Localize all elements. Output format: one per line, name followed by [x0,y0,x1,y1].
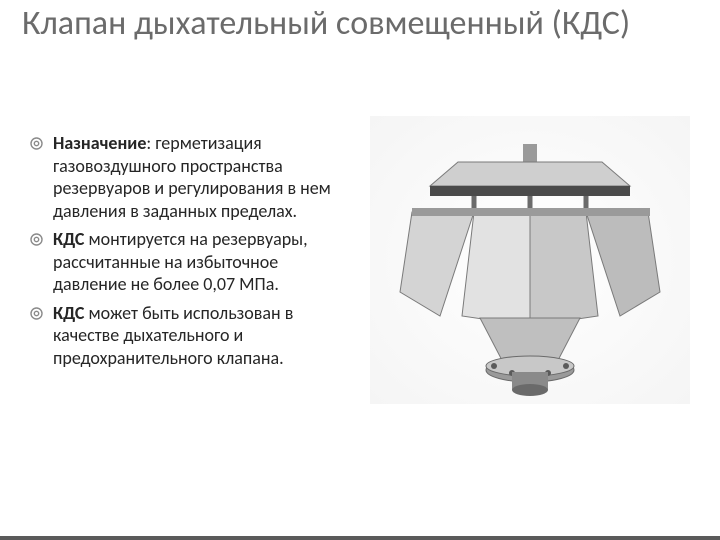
slide-title: Клапан дыхательный совмещенный (КДС) [22,4,662,44]
list-item: КДС может быть использован в качестве ды… [30,302,340,370]
slide: Клапан дыхательный совмещенный (КДС) Наз… [0,0,720,540]
bottom-rule [0,536,720,540]
bullet-ring-icon [30,137,43,150]
bullet-ring-icon [30,307,43,320]
list-item-bold: КДС [53,302,84,324]
list-item: КДС монтируется на резервуары, рассчитан… [30,228,340,296]
list-item: Назначение: герметизация газовоздушного … [30,132,340,222]
list-item-text: Назначение: герметизация газовоздушного … [53,132,340,222]
bullet-ring-icon [30,233,43,246]
list-item-bold: Назначение [53,132,146,154]
list-item-text: КДС монтируется на резервуары, рассчитан… [53,228,340,296]
bullet-list: Назначение: герметизация газовоздушного … [30,132,340,375]
valve-figure [370,116,690,404]
list-item-text: КДС может быть использован в качестве ды… [53,302,340,370]
list-item-bold: КДС [53,228,84,250]
